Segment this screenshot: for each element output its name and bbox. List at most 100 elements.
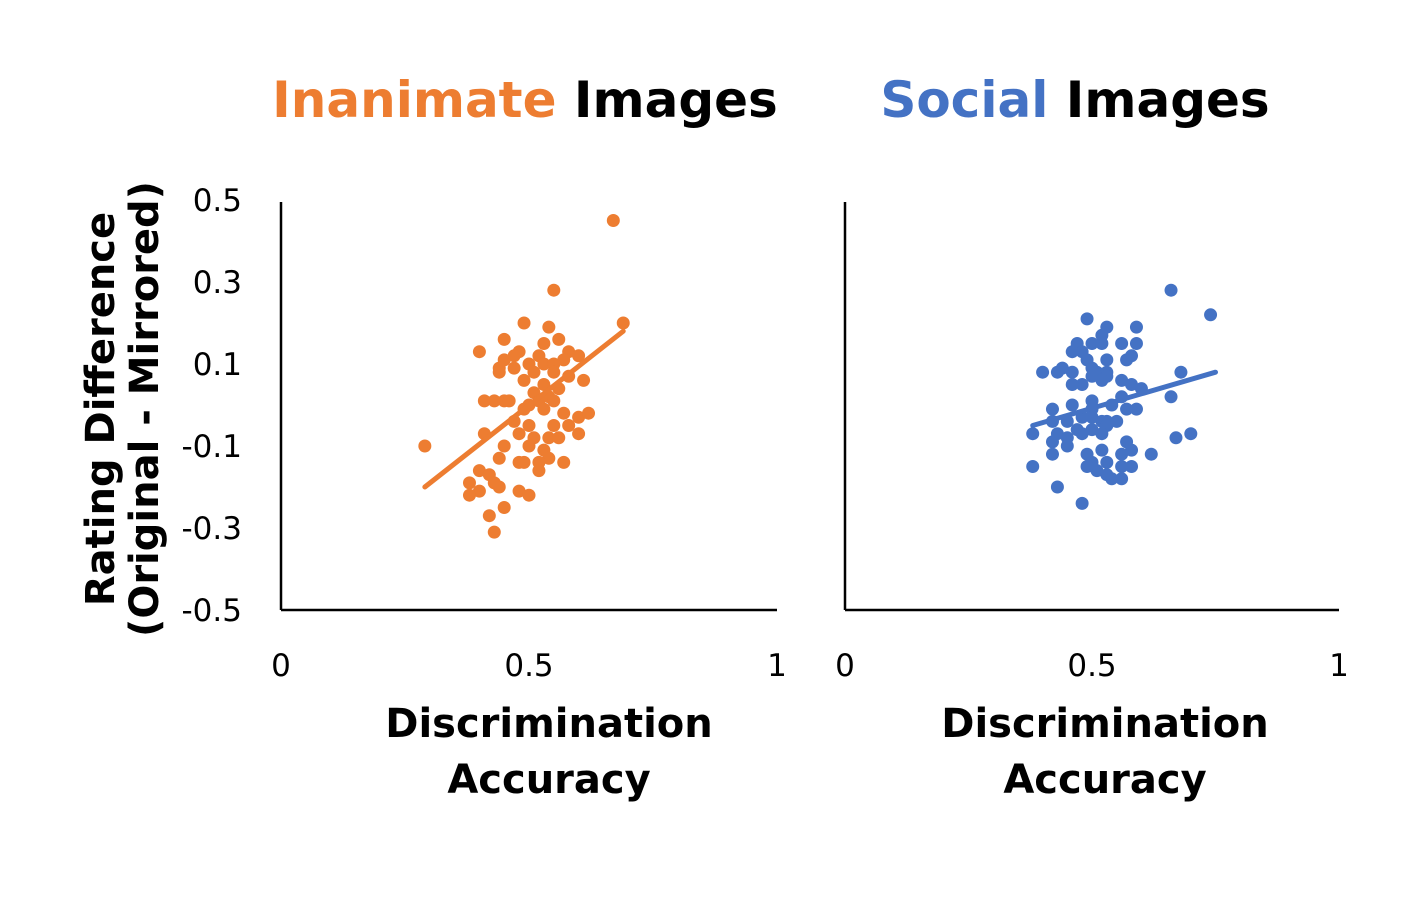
data-point [1125, 443, 1139, 457]
data-point [492, 451, 506, 465]
data-point [1164, 390, 1178, 404]
data-point [1105, 472, 1119, 486]
data-point [512, 484, 526, 498]
data-point [537, 378, 551, 391]
data-point [517, 316, 531, 330]
data-point [1026, 460, 1040, 473]
data-point [1075, 496, 1089, 510]
y-tick-label: 0.1 [193, 347, 242, 383]
y-tick-label: -0.1 [182, 429, 243, 465]
data-point [1120, 402, 1134, 416]
data-point [1164, 283, 1178, 297]
data-point [1115, 337, 1129, 350]
data-point [1115, 460, 1129, 473]
data-point [542, 451, 556, 465]
data-point [1065, 345, 1079, 359]
data-point [1095, 337, 1109, 350]
title-part-1: Social [880, 71, 1048, 129]
y-tick-label: 0.3 [193, 265, 242, 301]
trendline [422, 328, 626, 490]
x-tick-label: 0 [835, 648, 855, 684]
data-point [1060, 439, 1074, 453]
data-point [472, 484, 486, 498]
data-point [542, 320, 556, 334]
y-tick-label: -0.3 [182, 511, 243, 547]
data-point [1184, 427, 1198, 441]
data-point [1065, 398, 1079, 412]
data-point [1045, 447, 1059, 461]
chart-panel-2: Social Images 0 0.5 1 Discrimination Accuracy [835, 71, 1349, 803]
data-point [522, 419, 536, 432]
data-point [1075, 427, 1089, 441]
chart-panel-1: Inanimate Images 0 0.5 1 0.5 0.3 0.1 -0.1 -0.3 -0… [78, 71, 787, 803]
title-part-1: Inanimate [272, 71, 556, 129]
data-point [1129, 402, 1143, 416]
y-axis-label-line-1: Rating Difference [78, 212, 124, 606]
data-point [1050, 480, 1064, 494]
data-point [497, 439, 511, 453]
data-point [532, 464, 546, 478]
data-point [547, 419, 561, 432]
data-point [1095, 427, 1109, 441]
data-point [1115, 472, 1129, 486]
data-point [1095, 373, 1109, 387]
data-point [502, 394, 516, 408]
data-point [1174, 365, 1188, 379]
data-point [1169, 431, 1183, 445]
data-point [1075, 378, 1089, 391]
data-point [537, 337, 551, 350]
data-point [522, 488, 536, 502]
data-point [1144, 447, 1158, 461]
trendline [1030, 369, 1218, 428]
data-point [616, 316, 630, 330]
data-point [522, 439, 536, 453]
data-point [497, 501, 511, 514]
y-tick-label: 0.5 [193, 183, 242, 219]
title-part-2: Images [557, 71, 778, 129]
data-point [562, 419, 576, 432]
data-point [557, 353, 571, 367]
data-point [507, 361, 521, 375]
data-point [1100, 455, 1114, 469]
x-axis-label-line-2: Accuracy [447, 757, 650, 803]
data-point [537, 357, 551, 371]
data-point [1045, 402, 1059, 416]
data-point [497, 332, 511, 346]
data-point [606, 214, 620, 227]
data-point [1110, 414, 1124, 428]
data-point [572, 410, 586, 424]
data-point [517, 455, 531, 469]
x-tick-label: 1 [767, 648, 787, 684]
data-point [517, 373, 531, 387]
data-point [487, 525, 501, 539]
data-point [1204, 308, 1218, 322]
data-point [1080, 460, 1094, 473]
data-point [1085, 410, 1099, 424]
data-point [418, 439, 432, 453]
data-point [1036, 365, 1050, 379]
data-point [1095, 443, 1109, 457]
x-tick-label: 1 [1329, 648, 1349, 684]
data-point [1085, 369, 1099, 383]
data-point [492, 365, 506, 379]
x-axis-label-line-2: Accuracy [1003, 757, 1206, 803]
data-point [1085, 423, 1099, 437]
data-point [557, 455, 571, 469]
data-point [577, 373, 591, 387]
data-point [472, 345, 486, 359]
data-point [1129, 337, 1143, 350]
data-point [462, 488, 476, 502]
x-axis-label-line-1: Discrimination [941, 701, 1269, 747]
data-point [1115, 373, 1129, 387]
data-point [1090, 464, 1104, 478]
data-point [1045, 435, 1059, 449]
data-point [1115, 447, 1129, 461]
data-point [582, 406, 596, 420]
data-point [547, 394, 561, 408]
data-point [1125, 460, 1139, 473]
data-point [1085, 337, 1099, 350]
data-point [572, 427, 586, 441]
data-point [462, 476, 476, 490]
y-tick-label: -0.5 [182, 593, 243, 629]
